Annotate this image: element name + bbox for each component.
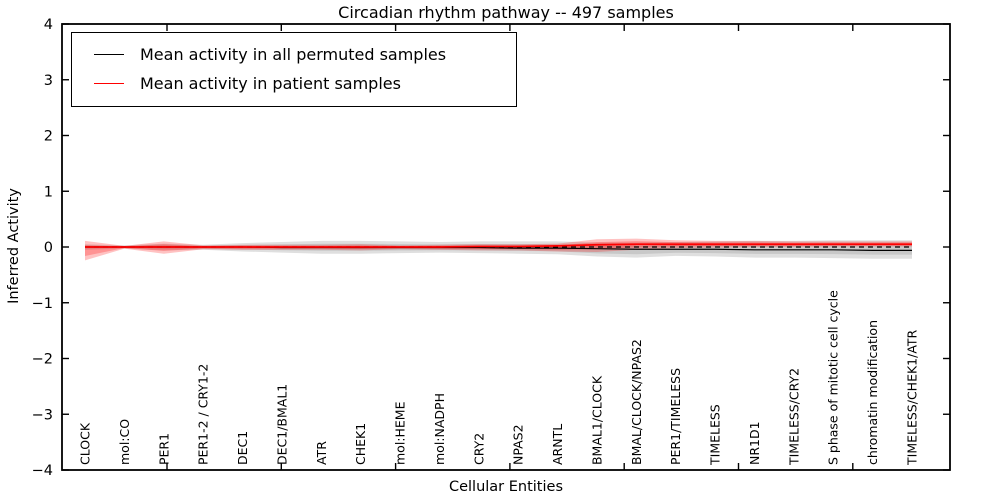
x-category-label: TIMELESS bbox=[708, 404, 723, 466]
legend-item-patient: Mean activity in patient samples bbox=[82, 69, 506, 98]
y-tick-label: 2 bbox=[44, 129, 53, 145]
x-category-label: DEC1/BMAL1 bbox=[274, 384, 289, 465]
x-category-label: PER1 bbox=[156, 433, 171, 465]
x-category-label: chromatin modification bbox=[865, 320, 880, 465]
x-category-label: TIMELESS/CRY2 bbox=[786, 368, 801, 466]
x-category-label: CHEK1 bbox=[353, 423, 368, 465]
x-category-label: mol:NADPH bbox=[432, 393, 447, 465]
x-category-label: NR1D1 bbox=[747, 421, 762, 465]
x-category-label: CRY2 bbox=[471, 433, 486, 465]
x-axis-label: Cellular Entities bbox=[448, 479, 564, 495]
y-tick-label: 3 bbox=[44, 73, 53, 89]
x-category-label: ATR bbox=[314, 441, 329, 465]
y-tick-label: 0 bbox=[44, 240, 53, 256]
x-category-label: NPAS2 bbox=[511, 424, 526, 465]
x-category-label: CLOCK bbox=[78, 422, 93, 465]
x-category-label: mol:HEME bbox=[393, 401, 408, 465]
x-category-label: DEC1 bbox=[235, 431, 250, 465]
x-category-label: PER1/TIMELESS bbox=[668, 368, 683, 465]
y-tick-label: 1 bbox=[44, 184, 53, 200]
y-tick-label: −1 bbox=[32, 296, 53, 312]
x-category-label: PER1-2 / CRY1-2 bbox=[196, 364, 211, 465]
x-category-label: BMAL1/CLOCK bbox=[589, 375, 604, 465]
legend: Mean activity in all permuted samples Me… bbox=[71, 32, 517, 107]
legend-label-patient: Mean activity in patient samples bbox=[140, 74, 401, 93]
legend-line-permuted-icon bbox=[94, 54, 124, 55]
chart-title: Circadian rhythm pathway -- 497 samples bbox=[338, 3, 674, 22]
legend-line-patient-icon bbox=[94, 83, 124, 84]
y-tick-label: 4 bbox=[44, 17, 53, 33]
x-category-label: ARNTL bbox=[550, 424, 565, 465]
x-category-label: mol:CO bbox=[117, 419, 132, 465]
x-category-label: TIMELESS/CHEK1/ATR bbox=[905, 329, 920, 466]
series-line-patient-mean bbox=[85, 243, 912, 248]
x-category-label: S phase of mitotic cell cycle bbox=[826, 290, 841, 465]
legend-item-permuted: Mean activity in all permuted samples bbox=[82, 40, 506, 69]
x-category-label: BMAL/CLOCK/NPAS2 bbox=[629, 339, 644, 465]
y-tick-label: −4 bbox=[32, 463, 53, 479]
y-tick-label: −2 bbox=[32, 352, 53, 368]
y-tick-label: −3 bbox=[32, 407, 53, 423]
legend-label-permuted: Mean activity in all permuted samples bbox=[140, 45, 447, 64]
